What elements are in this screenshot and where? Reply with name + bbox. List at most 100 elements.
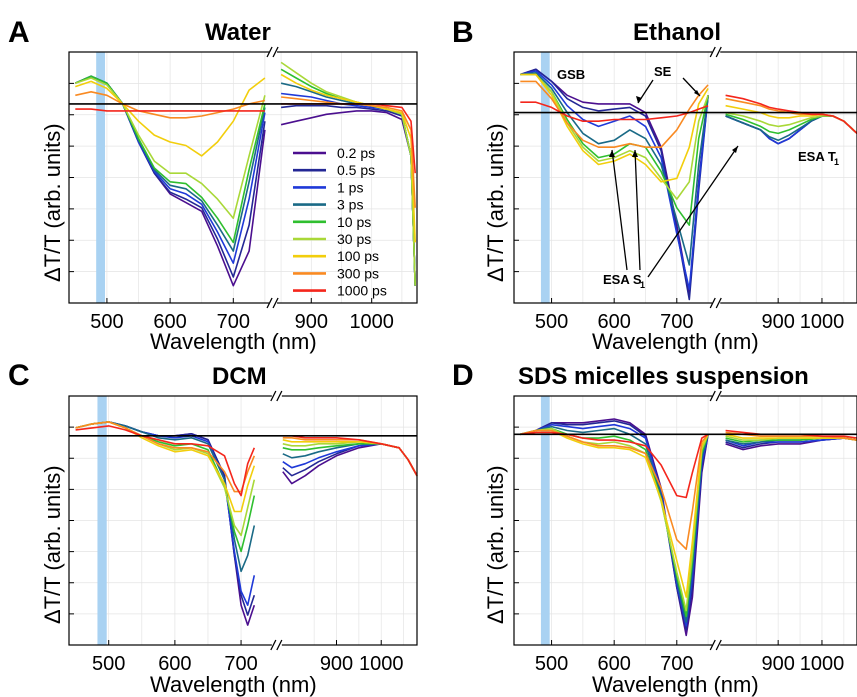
x-tick-label: 1000	[800, 311, 845, 333]
arrowhead-se-left	[636, 96, 642, 103]
panel-d-ylabel: ΔT/T (arb. units)	[483, 465, 508, 624]
axis-break-mark	[270, 639, 277, 651]
x-tick-label: 700	[224, 653, 257, 675]
panels-group: 500 600 700 900 1000 500 600 700 900 1000 500 600 70…	[68, 46, 857, 675]
annotation-gsb: GSB	[557, 67, 585, 82]
series-line-left	[75, 91, 266, 119]
legend-label: 3 ps	[337, 197, 363, 213]
legend-label: 30 ps	[337, 231, 371, 247]
panel-b-ylabel: ΔT/T (arb. units)	[483, 123, 508, 282]
arrowhead-esa-s-right	[732, 146, 738, 153]
axis-break-bottom	[269, 300, 278, 306]
axis-break-bottom	[271, 642, 282, 648]
annotation-arrowheads	[609, 90, 738, 157]
axis-break-mark	[272, 297, 279, 309]
axis-break-mark	[709, 639, 716, 651]
series-line-left	[520, 423, 709, 627]
legend-label: 0.5 ps	[337, 162, 375, 178]
axis-break-mark	[270, 390, 277, 402]
axis-break-mark	[266, 46, 273, 58]
panel-c-title: DCM	[212, 363, 267, 390]
axis-break-mark	[715, 390, 722, 402]
panel-b-xlabel: Wavelength (nm)	[592, 329, 759, 354]
panel-b-title: Ethanol	[633, 19, 721, 46]
panel-c-ylabel: ΔT/T (arb. units)	[40, 465, 65, 624]
x-tick-label: 500	[90, 311, 123, 333]
arrow-esa-s-left	[611, 149, 628, 271]
panel-label-a: A	[8, 16, 30, 49]
series-line-left	[520, 68, 709, 301]
panel-a-plot: 500 600 700 900 1000	[68, 46, 418, 333]
x-tick-label: 900	[320, 653, 353, 675]
legend-label: 10 ps	[337, 214, 371, 230]
series-line-left	[75, 108, 265, 112]
pump-band	[97, 396, 107, 645]
legend-label: 300 ps	[337, 265, 379, 281]
axis-break-mark	[709, 46, 716, 58]
x-tick-label: 900	[295, 311, 328, 333]
x-tick-label: 500	[535, 653, 568, 675]
legend-label: 1000 ps	[337, 283, 387, 299]
axis-break-mark	[709, 297, 716, 309]
panel-a-xlabel: Wavelength (nm)	[150, 329, 317, 354]
series-line-right	[725, 94, 857, 134]
axis-break-mark	[715, 297, 722, 309]
arrow-esa-s-mid	[634, 149, 641, 271]
x-tick-label: 600	[597, 311, 630, 333]
axis-break-top	[269, 49, 278, 55]
x-tick-label: 600	[158, 653, 191, 675]
annotation-se: SE	[654, 64, 672, 79]
series-line-right	[280, 73, 416, 243]
series-line-left	[520, 70, 709, 291]
panel-b-plot: 500 600 700 900 1000	[513, 46, 857, 333]
axis-break-mark	[709, 390, 716, 402]
x-tick-label: 700	[660, 653, 693, 675]
series-line-right	[725, 111, 857, 134]
annotation-esa-t-subscript: 1	[834, 157, 839, 167]
series-line-left	[74, 75, 266, 244]
series-line-left	[520, 73, 709, 200]
arrowhead-esa-s-mid	[632, 150, 638, 157]
axis-break-mark	[276, 639, 283, 651]
series-line-left	[520, 420, 709, 631]
arrowhead-se-right	[694, 90, 700, 96]
pump-band	[540, 396, 550, 645]
axis-break-mark	[715, 46, 722, 58]
annotation-esa-s: ESA S	[603, 272, 642, 287]
panel-a-ylabel: ΔT/T (arb. units)	[40, 123, 65, 282]
panel-c-xlabel: Wavelength (nm)	[150, 672, 317, 697]
x-tick-label: 700	[217, 311, 250, 333]
panel-d-xlabel: Wavelength (nm)	[592, 672, 759, 697]
axis-break-bottom	[712, 642, 721, 648]
x-tick-label: 600	[153, 311, 186, 333]
annotation-esa-s-subscript: 1	[640, 280, 645, 290]
arrow-esa-s-right	[647, 145, 739, 278]
series-line-left	[520, 72, 709, 266]
pump-band	[96, 52, 106, 303]
x-tick-label: 1000	[349, 311, 394, 333]
series-line-right	[282, 434, 418, 477]
panel-c-plot: 500 600 700 900 1000	[68, 390, 418, 675]
series-line-left	[75, 425, 256, 497]
series-line-left	[75, 421, 256, 493]
x-tick-label: 1000	[800, 653, 845, 675]
pump-band	[540, 52, 550, 303]
annotation-esa-t: ESA T	[798, 149, 836, 164]
series-line-left	[75, 77, 266, 219]
x-tick-label: 600	[597, 653, 630, 675]
series-line-left	[520, 427, 709, 612]
axis-break-mark	[715, 639, 722, 651]
axis-break-bottom	[712, 300, 721, 306]
axis-break-mark	[276, 390, 283, 402]
x-tick-label: 500	[92, 653, 125, 675]
x-tick-label: 900	[761, 311, 794, 333]
panel-d-plot: 500 600 700 900 1000	[513, 390, 857, 675]
x-tick-label: 500	[535, 311, 568, 333]
arrowhead-esa-s-left	[609, 150, 615, 157]
panel-d-title: SDS micelles suspension	[518, 363, 809, 390]
series-line-left	[520, 431, 709, 499]
series-line-left	[75, 77, 266, 157]
panel-label-d: D	[452, 359, 474, 392]
